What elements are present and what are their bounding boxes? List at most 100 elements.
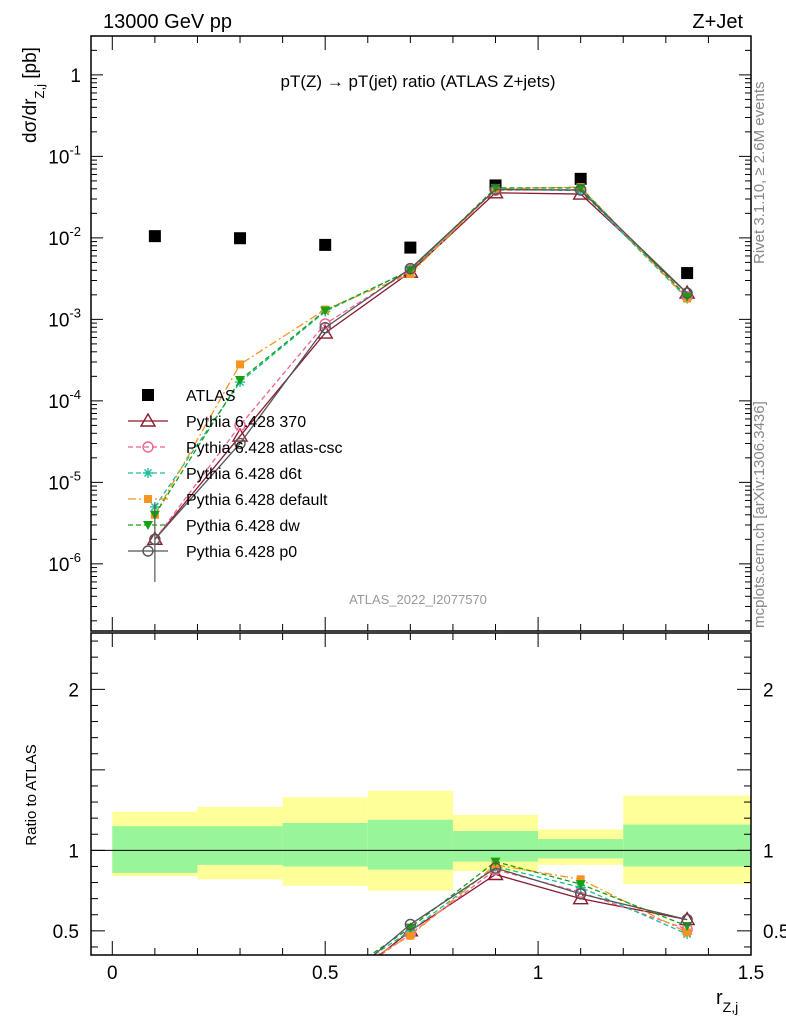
data-point [681, 287, 693, 299]
data-point [682, 292, 693, 302]
data-point [235, 376, 246, 386]
series-atlas [148, 172, 694, 280]
legend-entry: Pythia 6.428 d6t [128, 466, 302, 483]
ratio-series-pythia-6-428-p0 [372, 862, 693, 955]
data-point [490, 183, 501, 193]
uncertainty-band-inner [623, 824, 751, 867]
header-energy: 13000 GeV pp [103, 11, 232, 33]
ratio-ytick-label-right: 2 [763, 680, 774, 701]
legend-entry: ATLAS [142, 388, 236, 405]
ratio-point [683, 928, 692, 937]
ratio-ytick-label-right: 1 [763, 841, 774, 862]
data-point [681, 267, 694, 280]
legend-label: Pythia 6.428 dw [186, 518, 300, 535]
ratio-ylabel: Ratio to ATLAS [23, 744, 40, 845]
legend-marker [143, 521, 153, 530]
series-pythia-6-428-atlas-csc [149, 184, 693, 546]
ratio-point [575, 880, 586, 890]
ratio-xtick-label: 0 [107, 963, 118, 984]
main-ytick-label: 1 [70, 66, 81, 87]
main-ytick-label: 10-1 [48, 142, 81, 168]
main-frame [90, 35, 752, 632]
data-point [489, 183, 502, 196]
ratio-point [404, 918, 417, 931]
main-ytick-label: 10-6 [48, 550, 81, 576]
ratio-frame [90, 632, 752, 956]
legend-marker [139, 412, 157, 427]
ratio-ytick-label-right: 0.5 [763, 922, 786, 943]
legend-label: Pythia 6.428 p0 [186, 544, 297, 561]
data-point [148, 230, 161, 243]
data-point [319, 238, 332, 251]
legend-label: Pythia 6.428 d6t [186, 466, 302, 483]
data-point [574, 184, 587, 196]
legend-marker [142, 441, 154, 453]
ratio-point [406, 931, 415, 940]
legend-entry: Pythia 6.428 370 [128, 412, 306, 431]
ratio-line [379, 868, 688, 955]
legend: ATLAS Pythia 6.428 370 Pythia 6.428 atlas-… [128, 388, 343, 561]
legend-label: Pythia 6.428 default [186, 492, 328, 509]
data-point [236, 360, 245, 369]
legend-label: Pythia 6.428 atlas-csc [186, 440, 343, 457]
main-ytick-label: 10-3 [48, 305, 81, 331]
uncertainty-band-inner [452, 831, 539, 862]
series-pythia-6-428-p0 [149, 183, 693, 546]
ratio-xtick-label: 1 [533, 963, 544, 984]
data-point [574, 172, 587, 185]
uncertainty-band-inner [282, 822, 368, 867]
main-ytick-label: 10-2 [48, 224, 81, 250]
ratio-ytick-label: 0.5 [53, 922, 79, 943]
ratio-point [576, 875, 585, 884]
ratio-xlabel: rZ,j [716, 987, 738, 1015]
main-ytick-label: 10-5 [48, 468, 81, 494]
ratio-xtick-label: 1.5 [738, 963, 764, 984]
legend-entry: Pythia 6.428 default [128, 492, 328, 509]
main-ytick-label: 10-4 [48, 387, 81, 413]
ratio-line [372, 867, 688, 955]
ratio-panel: 0.5 0.5 1 1 2 2 0 0.5 1 1.5 Ratio to ATLAS rZ,j [23, 632, 786, 1015]
series-pythia-6-428-d6t [149, 184, 693, 512]
uncertainty-band-inner [367, 819, 453, 870]
rivet-version-label: Rivet 3.1.10, ≥ 2.6M events [751, 82, 768, 265]
uncertainty-band-inner [197, 826, 283, 865]
series-line [154, 192, 688, 540]
data-point [404, 262, 417, 275]
ratio-line [378, 873, 688, 955]
ratio-point [490, 857, 501, 867]
legend-entry: Pythia 6.428 p0 [128, 544, 297, 561]
legend-label: Pythia 6.428 370 [186, 414, 306, 431]
ratio-ytick-label: 2 [68, 680, 79, 701]
main-title: pT(Z) → pT(jet) ratio (ATLAS Z+jets) [280, 72, 555, 91]
series-pythia-6-428-370 [146, 184, 696, 546]
ratio-point [681, 913, 693, 926]
legend-entry: Pythia 6.428 atlas-csc [128, 440, 343, 457]
legend-marker [144, 495, 152, 503]
ratio-xtick-label: 0.5 [312, 963, 338, 984]
data-point [319, 322, 331, 334]
legend-entry: Pythia 6.428 dw [128, 518, 300, 535]
series-line [154, 188, 688, 540]
ratio-point [489, 862, 502, 874]
mcplots-label: mcplots.cern.ch [arXiv:1306.3436] [751, 401, 768, 628]
main-panel: pT(Z) → pT(jet) ratio (ATLAS Z+jets) ATL… [20, 35, 752, 632]
uncertainty-band-inner [112, 826, 198, 873]
main-ylabel: dσ/drZ,j [pb] [20, 47, 47, 143]
legend-marker [142, 389, 154, 401]
legend-label: ATLAS [186, 388, 236, 405]
analysis-watermark: ATLAS_2022_I2077570 [349, 592, 487, 607]
data-point [320, 306, 331, 316]
main-ytick-labels: 10-6 10-5 10-4 10-3 10-2 10-1 1 [48, 66, 81, 576]
ratio-ytick-label: 1 [68, 841, 79, 862]
data-point [234, 437, 246, 450]
legend-marker [142, 545, 154, 557]
data-point [234, 232, 247, 245]
ratio-point [574, 888, 587, 900]
legend-marker [143, 468, 153, 478]
uncertainty-band-inner [538, 839, 624, 859]
data-point [405, 266, 416, 276]
data-point [231, 427, 249, 442]
data-point [404, 241, 417, 254]
header-process: Z+Jet [692, 11, 743, 33]
